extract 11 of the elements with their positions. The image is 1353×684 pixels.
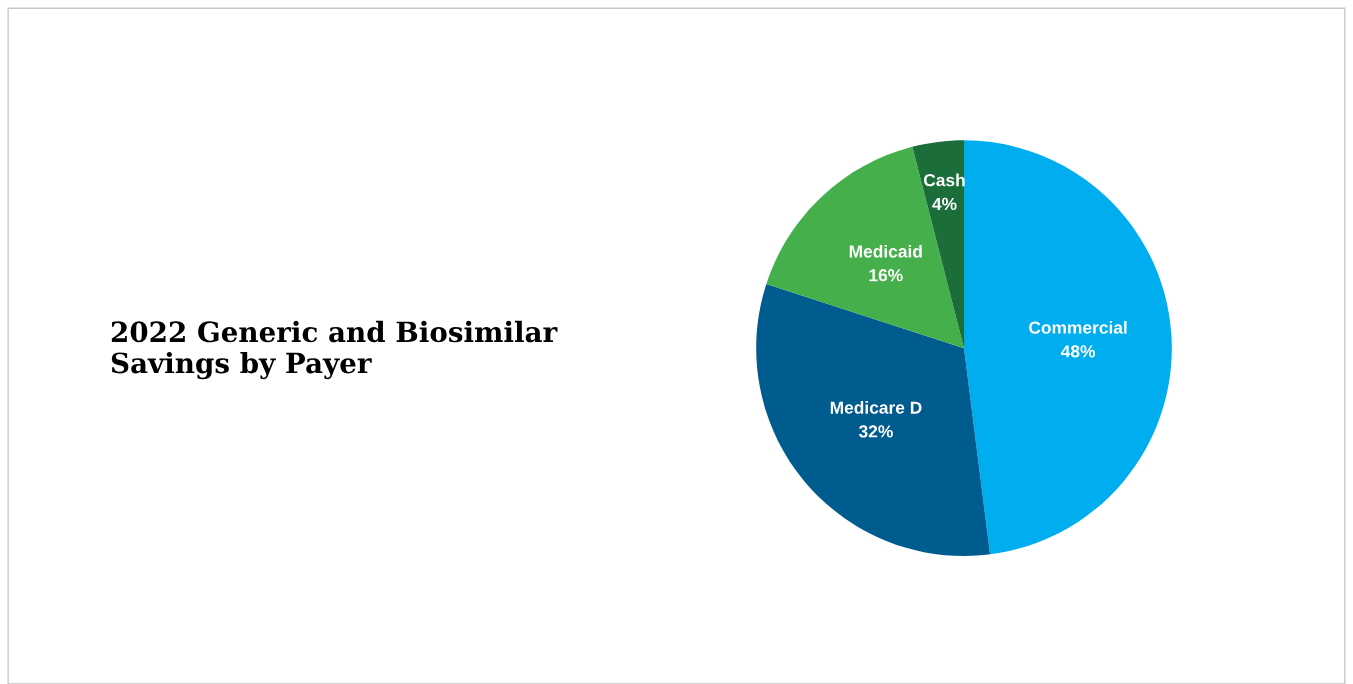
slice-label: Commercial <box>1029 321 1127 334</box>
slice-label: Medicare D <box>830 401 922 414</box>
pie-slice <box>766 146 965 349</box>
data-label: 48% <box>1060 345 1096 358</box>
data-label: 32% <box>858 425 893 438</box>
data-label: 4% <box>932 197 957 211</box>
data-label: 16% <box>869 269 903 282</box>
slice-label: Medicaid <box>849 244 922 258</box>
text: 2022 Generic and Biosimilar Savings by Payer <box>111 320 558 380</box>
pie-slice <box>964 140 1172 555</box>
pie-slice <box>756 283 991 556</box>
